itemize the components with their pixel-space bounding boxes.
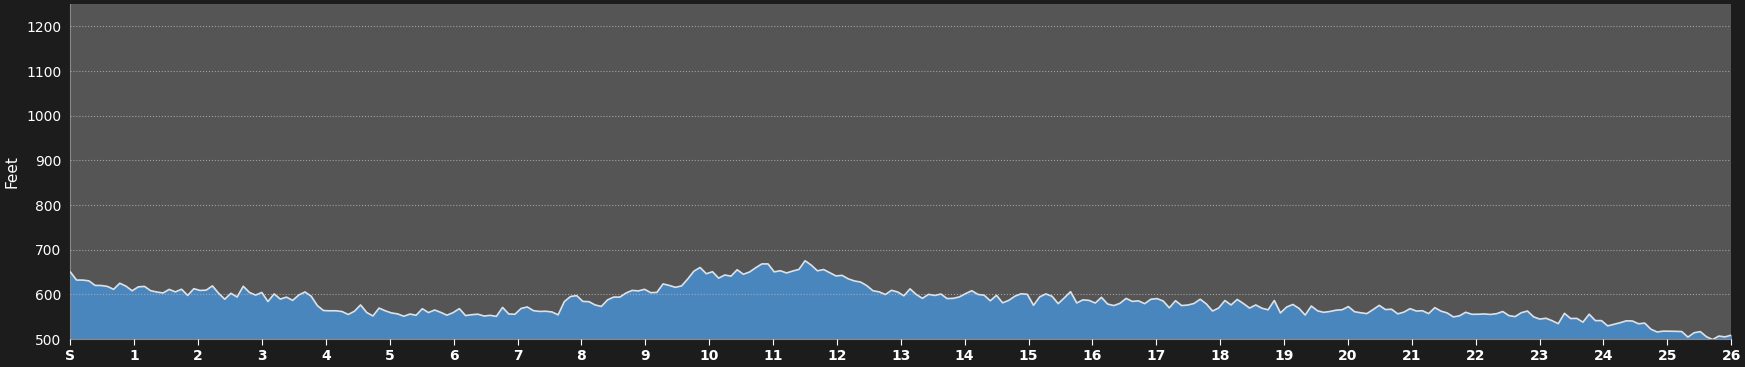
Y-axis label: Feet: Feet (3, 155, 19, 188)
